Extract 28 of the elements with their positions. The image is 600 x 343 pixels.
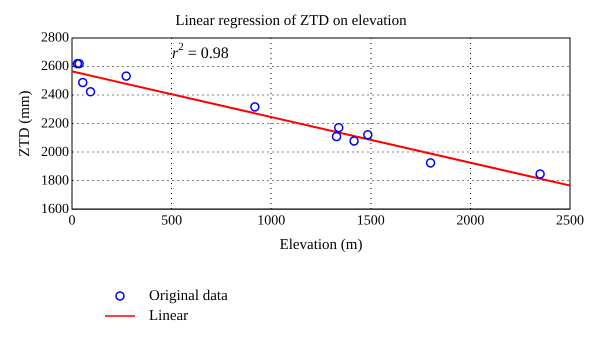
x-tick-label: 2000 xyxy=(456,213,484,228)
y-tick-label: 1600 xyxy=(41,202,69,217)
x-axis-title: Elevation (m) xyxy=(280,236,362,253)
y-tick-label: 2200 xyxy=(41,116,69,132)
point xyxy=(86,87,96,97)
legend-label: Linear xyxy=(149,307,188,326)
point xyxy=(334,122,344,132)
x-tick-label: 2500 xyxy=(556,213,584,228)
legend-label: Original data xyxy=(149,287,228,306)
point xyxy=(363,130,373,140)
y-tick-label: 2000 xyxy=(41,144,69,160)
y-tick-label: 2600 xyxy=(41,59,69,74)
x-tick-label: 1500 xyxy=(356,213,385,228)
x-tick-label: 1000 xyxy=(257,213,286,228)
y-tick-label: 2400 xyxy=(41,88,69,103)
chart-title: Linear regression of ZTD on elevation xyxy=(175,12,408,29)
point xyxy=(535,169,545,179)
y-axis-title: ZTD (mm) xyxy=(16,90,33,157)
point xyxy=(349,136,359,146)
y-tick-label: 1800 xyxy=(41,173,69,188)
point xyxy=(78,78,88,88)
point xyxy=(121,71,131,81)
y-tick-label: 2800 xyxy=(41,30,69,46)
point xyxy=(332,132,342,142)
x-tick-label: 0 xyxy=(68,213,76,228)
point xyxy=(250,102,260,112)
x-tick-label: 500 xyxy=(161,213,182,228)
point xyxy=(426,158,436,168)
